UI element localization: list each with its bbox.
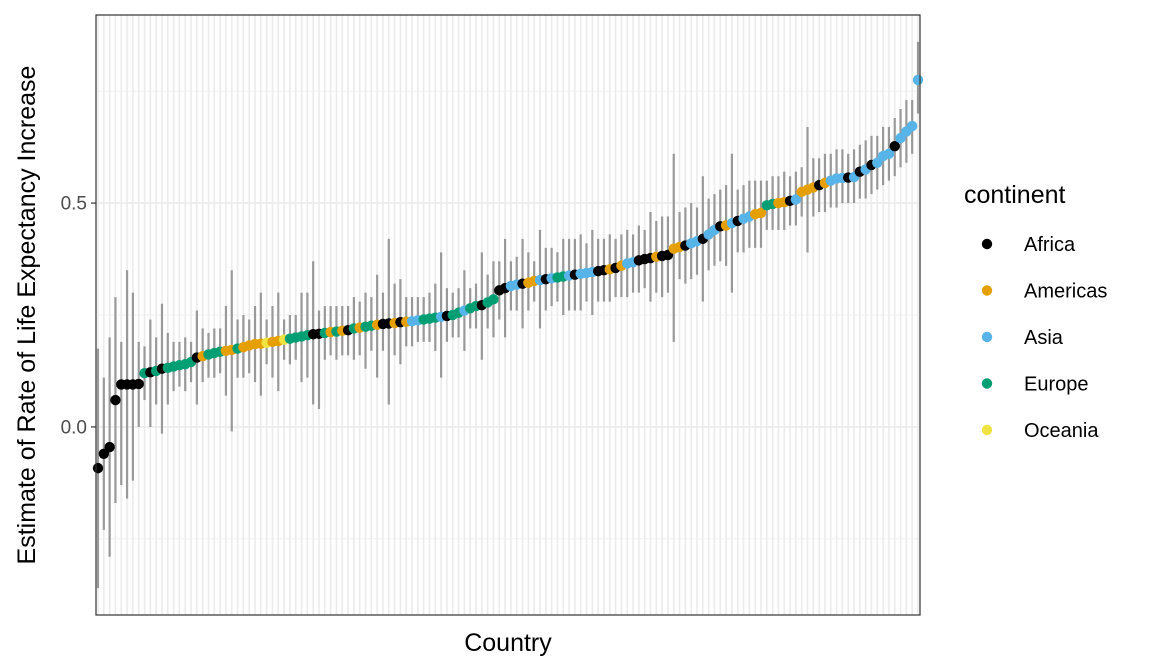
data-point <box>110 394 121 406</box>
data-point <box>872 157 883 168</box>
legend-label: Oceania <box>1024 420 1099 442</box>
legend-label: Europe <box>1024 374 1089 396</box>
data-point <box>755 207 767 219</box>
data-point <box>883 148 895 160</box>
y-tick-label: 0.0 <box>61 417 87 438</box>
data-point <box>895 132 906 144</box>
legend-key <box>981 331 993 343</box>
data-point <box>104 441 115 453</box>
data-point <box>912 74 924 86</box>
legend-key <box>981 238 993 250</box>
legend-key <box>981 424 993 436</box>
legend-label: Africa <box>1024 234 1076 256</box>
legend: continent Africa Americas Asia Europe Oceani… <box>964 181 1107 442</box>
data-point <box>906 120 918 132</box>
data-point <box>790 194 802 205</box>
data-point <box>889 140 900 152</box>
y-tick-label: 0.5 <box>61 194 87 215</box>
x-axis-title: Country <box>464 629 552 657</box>
plot-panel-border <box>95 14 921 616</box>
data-point <box>98 448 110 460</box>
data-point <box>92 462 104 474</box>
data-points <box>92 74 924 474</box>
legend-key <box>981 378 993 389</box>
y-axis: 0.0 0.5 <box>61 194 96 438</box>
legend-label: Americas <box>1024 281 1107 303</box>
legend-label: Asia <box>1024 327 1064 349</box>
data-point <box>133 378 144 390</box>
data-point <box>488 294 499 305</box>
y-axis-title: Estimate of Rate of Life Expectancy Incr… <box>13 66 41 565</box>
legend-key <box>981 285 993 296</box>
grid <box>96 15 920 615</box>
legend-title: continent <box>964 181 1066 209</box>
